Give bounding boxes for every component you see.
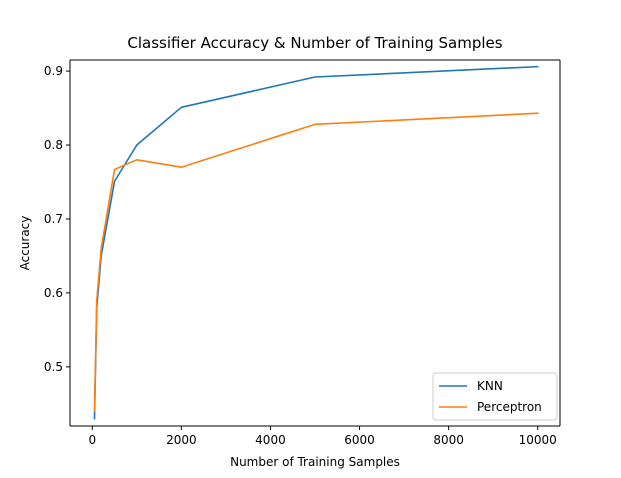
- legend-box: [432, 372, 558, 421]
- y-tick-label: 0.6: [44, 286, 63, 300]
- chart-title: Classifier Accuracy & Number of Training…: [127, 34, 502, 52]
- legend: KNN Perceptron: [432, 372, 558, 421]
- x-tick-label: 6000: [344, 433, 375, 447]
- y-tick-label: 0.8: [44, 138, 63, 152]
- x-tick-label: 0: [88, 433, 96, 447]
- x-tick-label: 2000: [166, 433, 197, 447]
- legend-label-knn: KNN: [477, 379, 503, 393]
- y-axis: 0.5 0.6 0.7 0.8 0.9: [44, 64, 70, 374]
- x-axis: 0 2000 4000 6000 8000 10000: [88, 426, 557, 447]
- x-tick-label: 10000: [519, 433, 557, 447]
- y-tick-label: 0.5: [44, 360, 63, 374]
- legend-label-perceptron: Perceptron: [477, 400, 542, 414]
- y-tick-label: 0.7: [44, 212, 63, 226]
- x-tick-label: 8000: [433, 433, 464, 447]
- plot-background: [70, 60, 560, 426]
- plot-area: [69, 59, 561, 427]
- y-axis-label: Accuracy: [18, 216, 32, 271]
- y-tick-label: 0.9: [44, 64, 63, 78]
- x-axis-label: Number of Training Samples: [230, 455, 400, 469]
- x-tick-label: 4000: [255, 433, 286, 447]
- series-line-perceptron: [93, 112, 539, 413]
